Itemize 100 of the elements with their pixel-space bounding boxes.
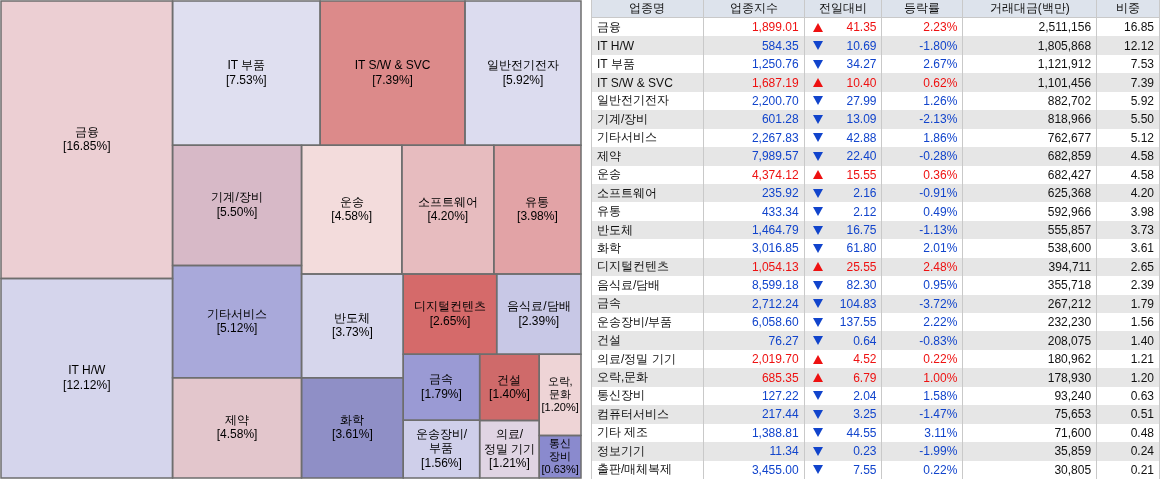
category-label: 기계/장비: [211, 190, 263, 205]
data-label: 4.52: [853, 352, 877, 367]
data-label: [16.85%]: [63, 139, 111, 154]
data-label: 555,857: [1047, 223, 1092, 238]
category-label: 제약: [592, 147, 704, 166]
data-label: 1,101,456: [1037, 75, 1092, 90]
data-label: 16.85: [1123, 20, 1154, 35]
data-label: 127.22: [761, 388, 799, 403]
data-label: [1.56%]: [421, 455, 462, 470]
data-label: 0.95%: [923, 278, 958, 293]
category-label: 통신장비: [592, 386, 704, 406]
data-label: 12.12: [1123, 38, 1154, 53]
data-label: 2.23%: [923, 20, 958, 35]
data-label: [7.39%]: [372, 72, 413, 87]
category-label: IT S/W & SVC: [592, 73, 704, 92]
category-label: 음식료/담배: [592, 276, 704, 295]
data-label: 0.22%: [923, 462, 958, 477]
data-label: 208,075: [1047, 333, 1092, 348]
category-label: 유통: [525, 194, 550, 209]
category-label: 출판/매체복제: [592, 460, 704, 479]
data-label: 7.55: [853, 462, 877, 477]
data-label: 682,427: [1047, 167, 1092, 182]
category-label: 금융: [592, 18, 704, 37]
data-label: 76.27: [768, 333, 799, 348]
category-label: 오락,문화: [592, 368, 704, 387]
data-label: [4.58%]: [331, 209, 373, 224]
data-label: 882,702: [1047, 93, 1092, 108]
data-label: 7.53: [1130, 57, 1154, 72]
data-label: 7.39: [1130, 75, 1154, 90]
data-label: 5.92: [1130, 93, 1154, 108]
data-label: 1,250.76: [751, 57, 799, 72]
data-label: 61.80: [846, 241, 877, 256]
data-label: 2.04: [853, 388, 877, 403]
data-label: 1.58%: [923, 388, 958, 403]
data-label: 1.20: [1130, 370, 1154, 385]
data-label: 0.63: [1130, 388, 1154, 403]
data-label: 180,962: [1047, 352, 1092, 367]
legend-label: 비중: [1097, 0, 1160, 17]
data-label: 3.61: [1130, 241, 1154, 256]
data-label: [2.39%]: [518, 313, 560, 328]
category-label: 컴퓨터서비스: [592, 405, 704, 424]
category-label: 정보기기: [592, 442, 704, 461]
data-label: -0.83%: [919, 333, 958, 348]
data-label: 2.48%: [923, 259, 958, 274]
text: 등락률: [882, 0, 964, 17]
data-label: 1,687.19: [751, 75, 799, 90]
data-label: 1,805,868: [1037, 38, 1092, 53]
data-label: 2.12: [853, 204, 877, 219]
category-label: 소프트웨어: [417, 194, 478, 209]
data-label: 16.75: [846, 223, 877, 238]
data-label: 682,859: [1047, 149, 1092, 164]
data-label: 11.34: [769, 444, 799, 459]
data-label: 3.98: [1130, 204, 1154, 219]
data-label: 4,374.12: [751, 167, 799, 182]
category-label: 의료/정밀 기기: [483, 427, 536, 456]
data-label: [12.12%]: [63, 377, 111, 392]
data-label: 685.35: [761, 370, 799, 385]
category-label: 운송장비/부품: [415, 427, 468, 456]
category-label: 오락,문화: [547, 374, 573, 400]
data-label: 13.09: [846, 112, 877, 127]
category-label: 운송: [592, 165, 704, 184]
category-label: IT S/W & SVC: [354, 58, 431, 73]
data-label: 538,600: [1047, 241, 1092, 256]
data-label: 601.28: [761, 112, 799, 127]
legend-label: 거래대금(백만): [963, 0, 1098, 17]
data-label: 0.51: [1130, 407, 1154, 422]
data-label: 433.34: [761, 204, 799, 219]
category-label: 건설: [592, 331, 704, 350]
category-label: 금속: [592, 294, 704, 313]
data-label: 27.99: [846, 93, 877, 108]
data-label: 71,600: [1054, 425, 1092, 440]
category-label: 디지털컨텐츠: [592, 257, 704, 277]
category-label: 디지털컨텐츠: [413, 299, 486, 314]
data-label: 0.62%: [923, 75, 958, 90]
data-label: 762,677: [1047, 130, 1092, 145]
data-label: 1,388.81: [751, 425, 799, 440]
data-label: 0.49%: [923, 204, 958, 219]
data-label: 3.25: [853, 407, 877, 422]
data-label: 3.73: [1130, 223, 1154, 238]
data-label: 2,019.70: [751, 352, 799, 367]
data-label: -3.72%: [919, 296, 958, 311]
data-label: -1.47%: [919, 407, 958, 422]
data-label: 0.23: [853, 444, 877, 459]
data-label: [1.20%]: [541, 401, 579, 414]
data-label: 2,267.83: [751, 130, 799, 145]
data-label: 3.11%: [924, 425, 958, 440]
category-label: IT 부품: [227, 58, 266, 73]
data-label: 1,464.79: [751, 223, 799, 238]
data-label: 4.58: [1130, 149, 1154, 164]
data-label: 35,859: [1054, 444, 1092, 459]
data-label: 2.01%: [923, 241, 958, 256]
data-label: -0.91%: [919, 186, 958, 201]
data-label: 2,200.70: [751, 93, 799, 108]
data-label: 6,058.60: [751, 315, 799, 330]
data-label: 5.50: [1130, 112, 1154, 127]
category-label: 반도체: [334, 311, 371, 326]
data-label: 82.30: [846, 278, 877, 293]
data-label: 1,121,912: [1037, 57, 1092, 72]
data-label: 394,711: [1048, 259, 1092, 274]
data-label: [5.50%]: [216, 204, 258, 219]
